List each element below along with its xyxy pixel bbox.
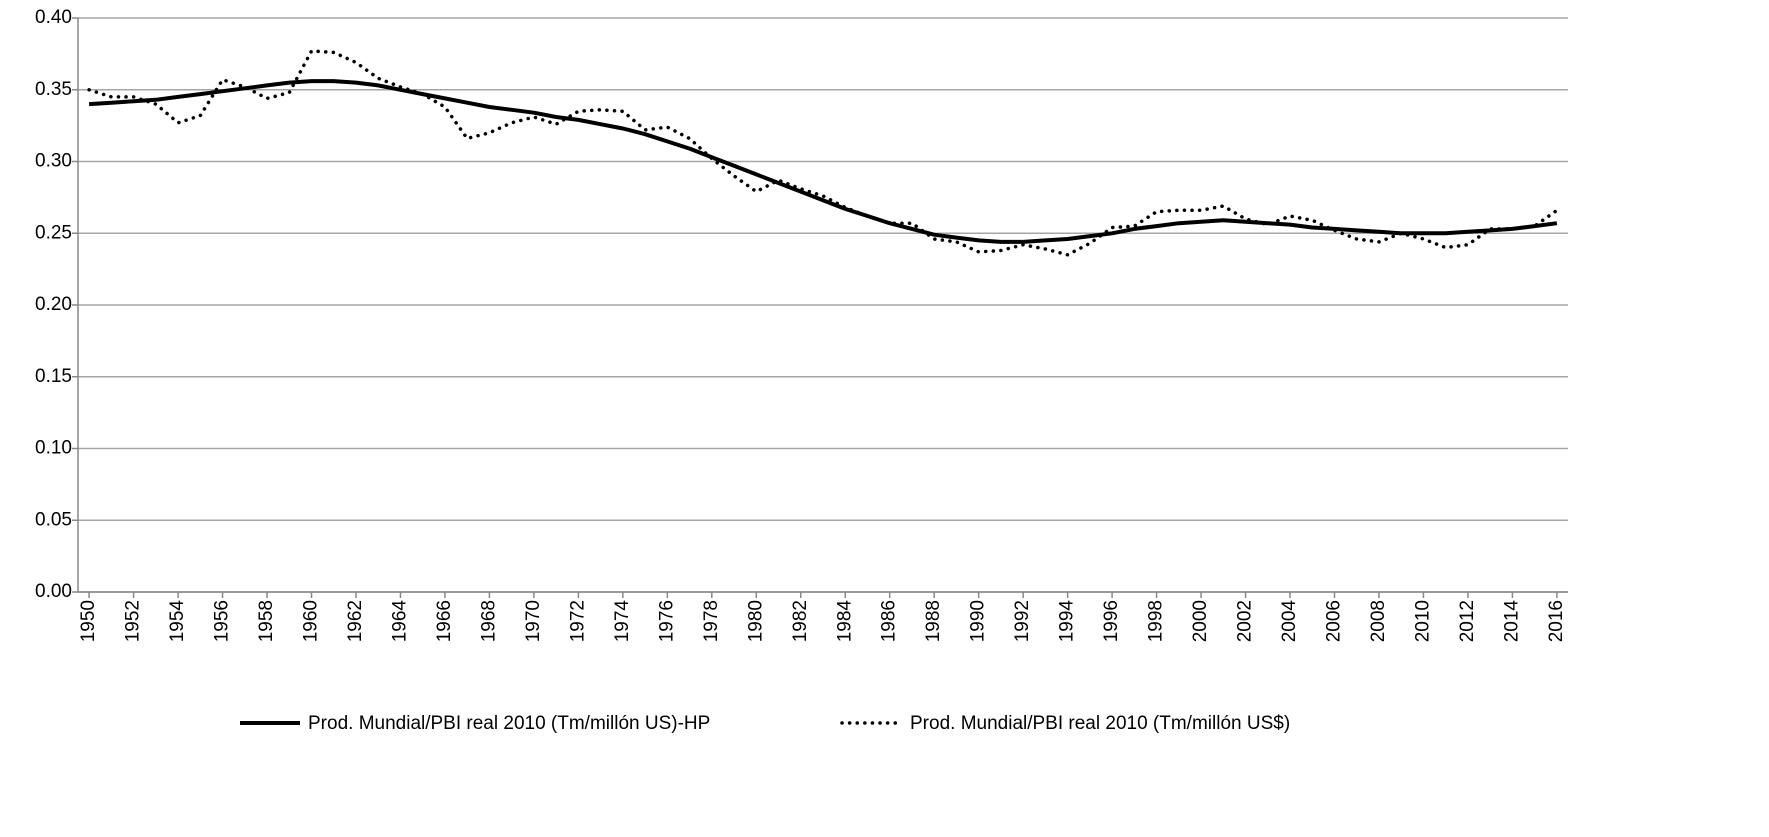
- x-tick-label: 1974: [612, 600, 633, 643]
- x-tick-label: 2008: [1368, 600, 1389, 642]
- y-tick-label: 0.05: [35, 509, 72, 530]
- x-tick-label: 2000: [1190, 600, 1211, 642]
- y-tick-label: 0.25: [35, 222, 72, 243]
- series-line: [88, 79, 1558, 244]
- x-tick-label: 2004: [1279, 600, 1300, 643]
- x-tick-label: 2010: [1412, 600, 1433, 642]
- x-tick-label: 1950: [78, 600, 99, 642]
- x-tick-label: 2012: [1457, 600, 1478, 642]
- x-tick-label: 1986: [879, 600, 900, 642]
- y-tick-label: 0.00: [35, 581, 72, 602]
- x-tick-label: 1998: [1146, 600, 1167, 642]
- x-tick-label: 1992: [1012, 600, 1033, 642]
- x-tick-label: 2014: [1501, 600, 1522, 643]
- x-tick-label: 2006: [1324, 600, 1345, 642]
- y-tick-label: 0.30: [35, 151, 72, 172]
- x-tick-label: 1972: [567, 600, 588, 642]
- x-tick-label: 1988: [923, 600, 944, 642]
- x-tick-label: 2016: [1546, 600, 1567, 642]
- x-tick-label: 1952: [123, 600, 144, 642]
- x-tick-label: 1978: [701, 600, 722, 642]
- x-tick-label: 1996: [1101, 600, 1122, 642]
- x-tick-label: 1964: [389, 600, 410, 643]
- x-tick-label: 1954: [167, 600, 188, 643]
- x-tick-label: 1958: [256, 600, 277, 642]
- y-tick-label: 0.35: [35, 79, 72, 100]
- y-tick-label: 0.40: [35, 7, 72, 28]
- x-tick-label: 1994: [1057, 600, 1078, 643]
- y-tick-label: 0.20: [35, 294, 72, 315]
- x-tick-label: 1976: [656, 600, 677, 642]
- x-tick-label: 1982: [790, 600, 811, 642]
- x-tick-label: 2002: [1235, 600, 1256, 642]
- legend-label: Prod. Mundial/PBI real 2010 (Tm/millón U…: [308, 713, 710, 734]
- x-tick-label: 1984: [834, 600, 855, 643]
- series-line: [87, 49, 1559, 257]
- x-tick-label: 1968: [478, 600, 499, 642]
- x-tick-label: 1990: [968, 600, 989, 642]
- x-tick-label: 1962: [345, 600, 366, 642]
- x-tick-label: 1970: [523, 600, 544, 642]
- x-tick-label: 1960: [301, 600, 322, 642]
- legend-label: Prod. Mundial/PBI real 2010 (Tm/millón U…: [910, 713, 1290, 734]
- y-tick-label: 0.10: [35, 438, 72, 459]
- y-tick-label: 0.15: [35, 366, 72, 387]
- x-tick-label: 1966: [434, 600, 455, 642]
- x-tick-label: 1956: [212, 600, 233, 642]
- x-tick-label: 1980: [745, 600, 766, 642]
